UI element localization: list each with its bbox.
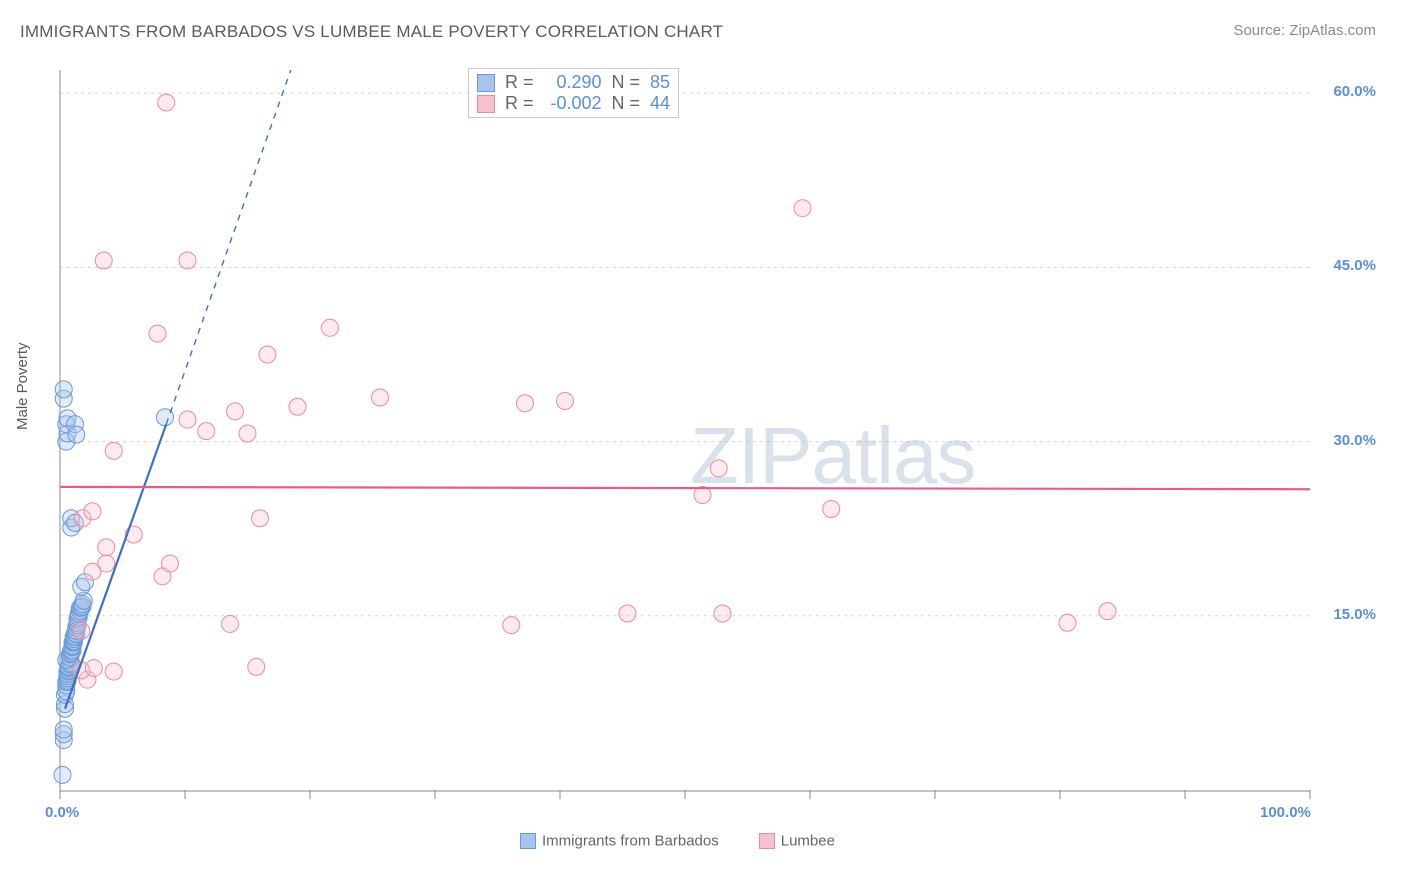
legend-swatch: [759, 833, 775, 849]
source-label: Source: ZipAtlas.com: [1233, 22, 1376, 39]
stats-r-val-0: 0.290: [544, 72, 602, 93]
stats-n-val-1: 44: [650, 93, 670, 114]
y-tick-45: 45.0%: [1333, 257, 1376, 274]
stats-swatch-1: [477, 95, 495, 113]
y-tick-30: 30.0%: [1333, 432, 1376, 449]
stats-r-label-0: R =: [505, 72, 534, 93]
legend-swatch: [520, 833, 536, 849]
y-tick-60: 60.0%: [1333, 83, 1376, 100]
stats-row-0: R = 0.290 N = 85: [477, 72, 670, 93]
chart-title: IMMIGRANTS FROM BARBADOS VS LUMBEE MALE …: [20, 22, 723, 42]
x-tick-100: 100.0%: [1260, 804, 1311, 821]
stats-n-label-0: N =: [612, 72, 641, 93]
bottom-legend: Immigrants from Barbados Lumbee: [520, 832, 875, 850]
y-tick-15: 15.0%: [1333, 606, 1376, 623]
stats-r-label-1: R =: [505, 93, 534, 114]
stats-r-val-1: -0.002: [544, 93, 602, 114]
bottom-legend-item: Lumbee: [759, 832, 835, 849]
legend-label: Lumbee: [781, 832, 835, 849]
stats-swatch-0: [477, 74, 495, 92]
legend-label: Immigrants from Barbados: [542, 832, 719, 849]
bottom-legend-item: Immigrants from Barbados: [520, 832, 719, 849]
chart-container: IMMIGRANTS FROM BARBADOS VS LUMBEE MALE …: [0, 0, 1406, 892]
x-tick-0: 0.0%: [45, 804, 79, 821]
stats-n-val-0: 85: [650, 72, 670, 93]
plot-area: ZIPatlas R = 0.290 N = 85 R = -0.002 N =…: [50, 60, 1360, 820]
stats-row-1: R = -0.002 N = 44: [477, 93, 670, 114]
stats-legend-box: R = 0.290 N = 85 R = -0.002 N = 44: [468, 68, 679, 118]
y-axis-label: Male Poverty: [14, 342, 31, 430]
stats-n-label-1: N =: [612, 93, 641, 114]
plot-svg: [50, 60, 1360, 820]
